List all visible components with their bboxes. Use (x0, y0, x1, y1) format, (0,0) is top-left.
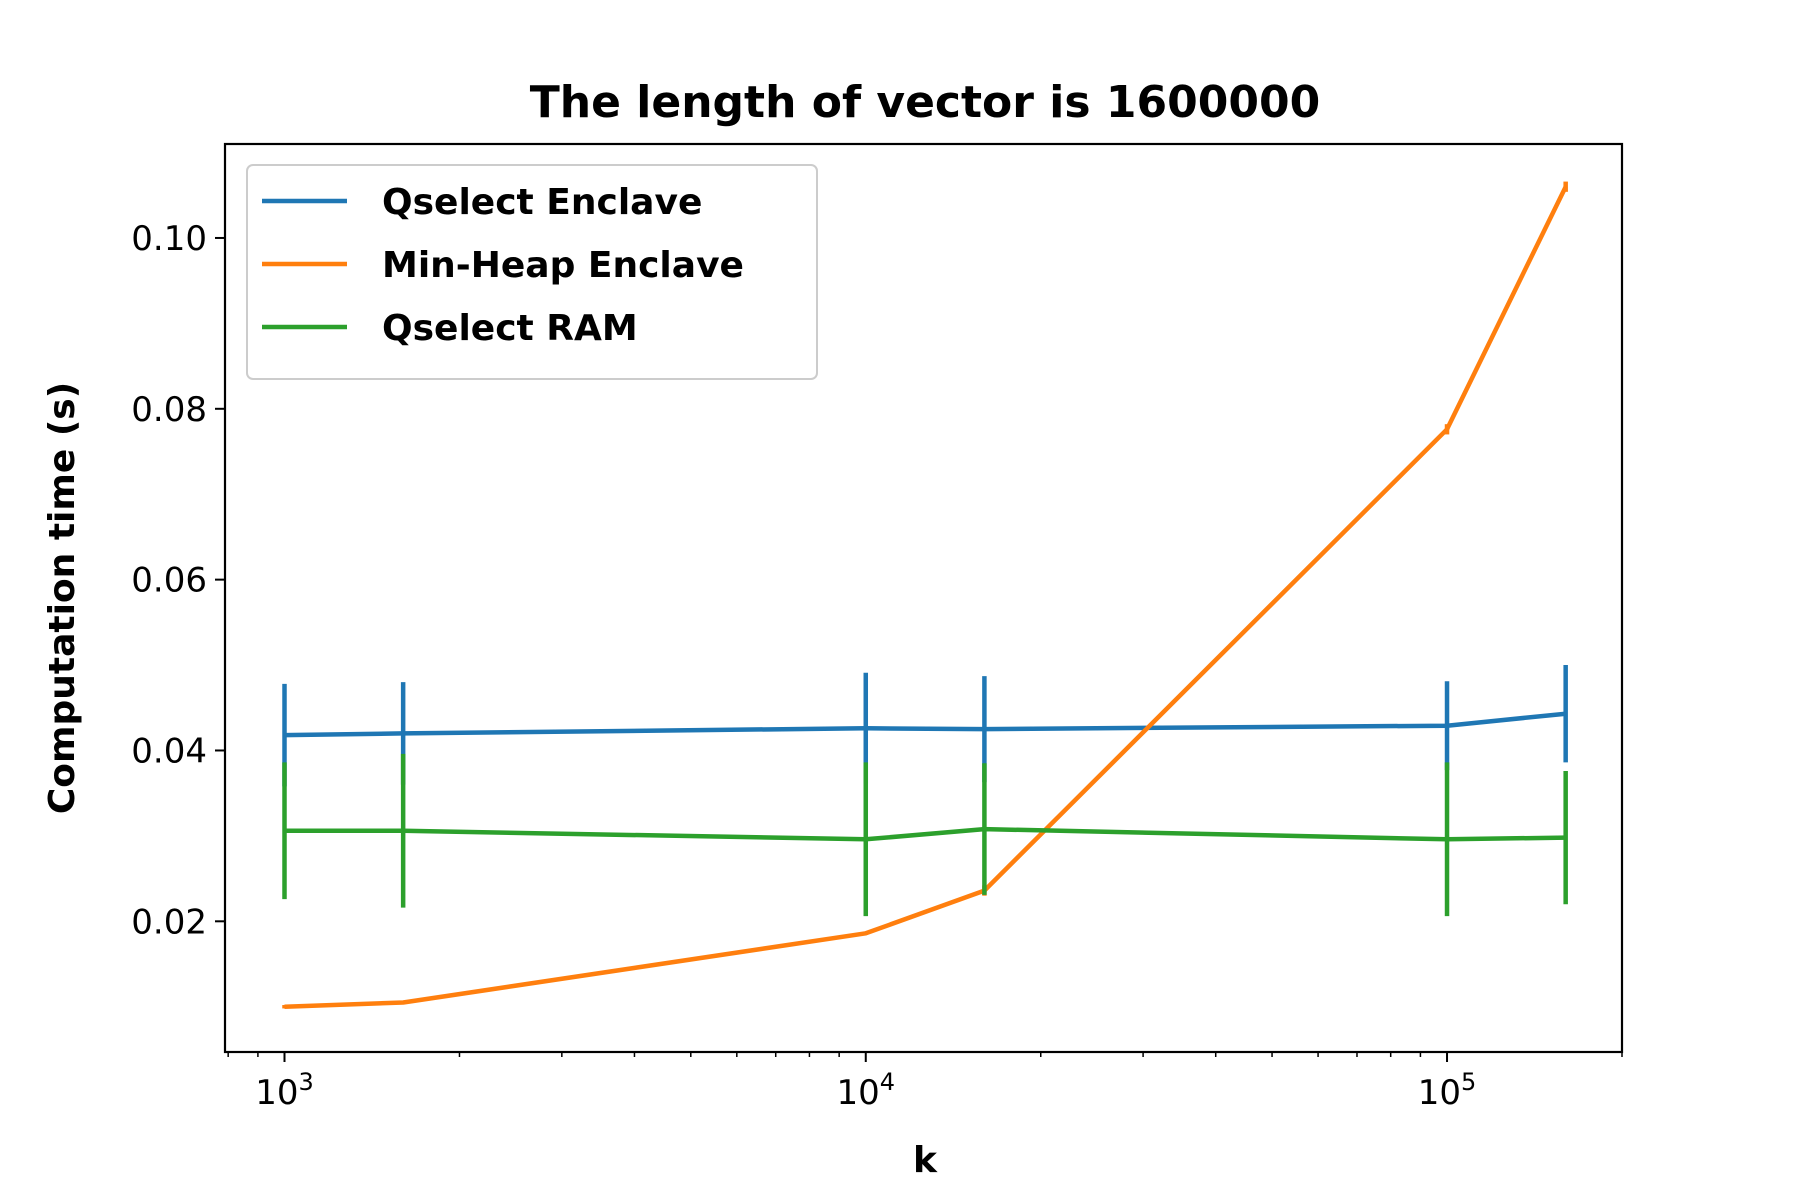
y-tick-label: 0.06 (131, 561, 207, 601)
data-point (284, 1006, 286, 1008)
legend-label: Qselect RAM (382, 308, 638, 349)
data-point (865, 932, 867, 934)
plot-frame (223, 142, 1624, 1054)
y-axis: 0.02 0.04 0.06 0.08 0.10 (131, 219, 225, 942)
x-tick-label: 103 (255, 1068, 314, 1113)
series-line (284, 826, 1566, 842)
y-axis-label: Computation time (s) (42, 382, 83, 814)
legend-item: Qselect Enclave (262, 182, 702, 223)
data-point (1565, 186, 1567, 188)
data-point (865, 727, 867, 729)
data-point (284, 830, 286, 832)
data-point (983, 728, 985, 730)
legend-item: Min-Heap Enclave (262, 245, 744, 286)
series-line (284, 185, 1568, 1009)
data-point (1565, 713, 1567, 715)
data-point (284, 734, 286, 736)
data-point (402, 732, 404, 734)
data-point (1565, 837, 1567, 839)
data-point (402, 830, 404, 832)
series-2 (282, 753, 1568, 917)
y-tick-label: 0.04 (131, 731, 207, 771)
y-tick-label: 0.02 (131, 902, 207, 942)
x-axis-label: k (913, 1140, 938, 1181)
x-tick-label: 105 (1418, 1068, 1477, 1113)
series-line (284, 711, 1566, 738)
legend-box (246, 164, 818, 380)
y-tick-label: 0.08 (131, 390, 207, 430)
data-point (1446, 428, 1448, 430)
y-tick-label: 0.10 (131, 219, 207, 259)
legend-label: Min-Heap Enclave (382, 245, 744, 286)
series-0 (282, 665, 1568, 787)
chart-title: The length of vector is 1600000 (530, 77, 1320, 128)
data-point (983, 828, 985, 830)
legend-label: Qselect Enclave (382, 182, 702, 223)
data-point (1446, 838, 1448, 840)
plot-area (282, 181, 1568, 1009)
data-point (865, 838, 867, 840)
legend-item: Qselect RAM (262, 308, 638, 349)
data-point (1446, 725, 1448, 727)
x-tick-label: 104 (836, 1068, 895, 1113)
x-axis: 103 104 105 (227, 1052, 1623, 1113)
data-point (402, 1001, 404, 1003)
legend: Qselect Enclave Min-Heap Enclave Qselect R… (246, 164, 818, 380)
